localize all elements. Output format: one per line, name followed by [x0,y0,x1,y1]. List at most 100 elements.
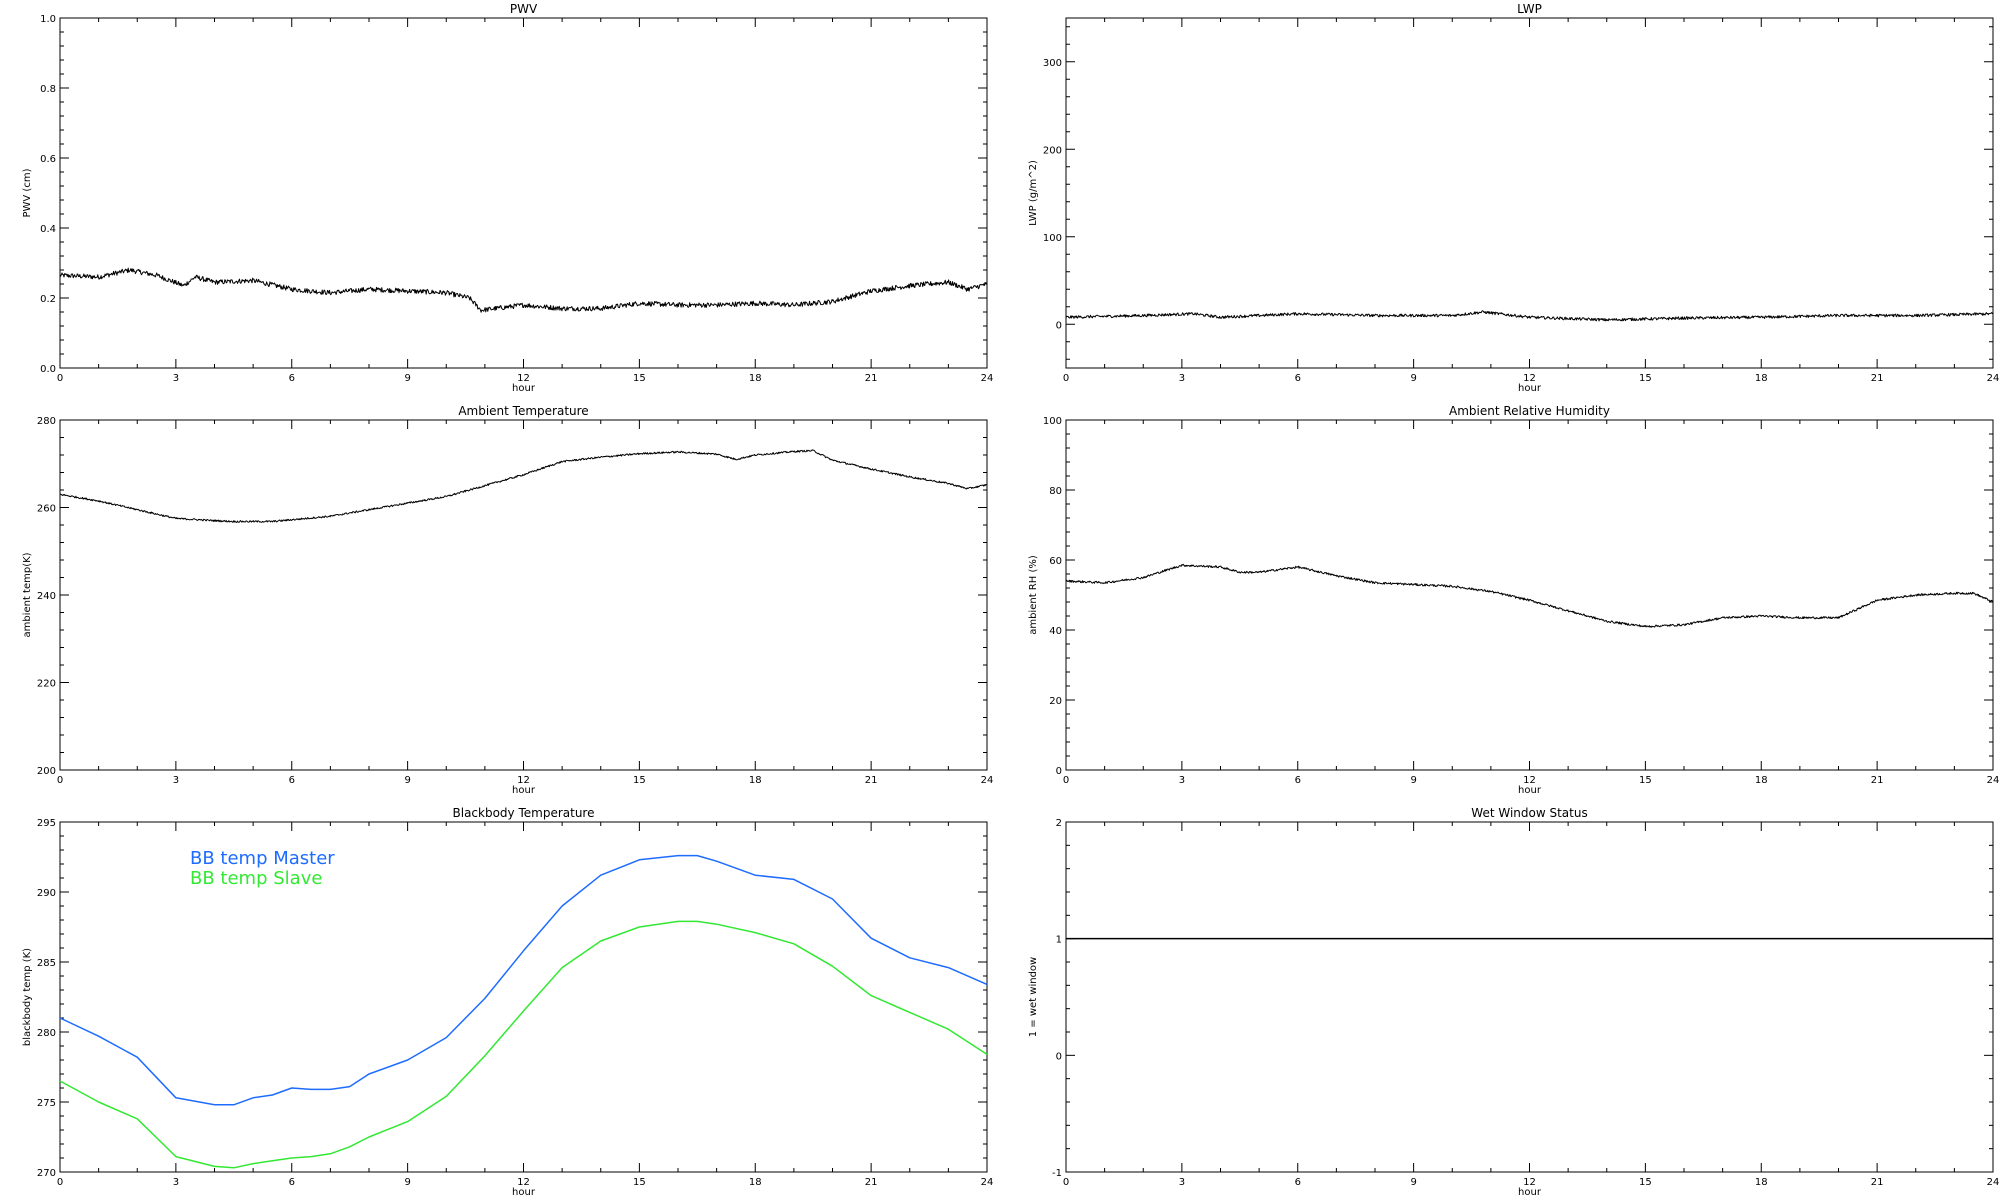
x-tick-label: 0 [57,373,63,384]
legend-entry-1: BB temp Master [190,848,335,869]
y-tick-label: 270 [37,1168,56,1179]
series-line-1 [59,854,988,1106]
x-tick-label: 3 [173,775,179,786]
y-tick-label: 0.6 [40,154,56,165]
series-line-1 [59,449,988,523]
x-tick-label: 9 [1410,775,1416,786]
x-tick-label: 6 [289,775,295,786]
plot-frame [1065,419,1994,771]
chart-panel-4: Ambient Relative Humidity 0 3 6 9 12 15 18 21 24 h… [1028,404,1999,796]
y-tick-label: 0.0 [40,364,56,375]
series-line-1 [1065,563,1994,628]
x-tick-label: 3 [1179,1177,1185,1188]
y-tick-label: 20 [1049,696,1062,707]
y-tick-label: 0.2 [40,294,56,305]
plot-frame [59,17,988,369]
plot-frame [59,419,988,771]
x-tick-label: 6 [1295,373,1301,384]
chart-panel-5: Blackbody Temperature 0 3 6 9 12 15 18 21 24 hour 2… [22,806,993,1198]
x-axis-label: hour [512,785,536,796]
y-tick-label: 220 [37,679,56,690]
y-tick-label: 0.8 [40,84,56,95]
chart-title: LWP [1517,2,1542,16]
series-line-2 [59,920,988,1169]
x-tick-label: 9 [1410,373,1416,384]
x-tick-label: 3 [173,373,179,384]
x-tick-label: 12 [517,775,530,786]
x-tick-label: 21 [865,1177,878,1188]
x-tick-label: 3 [173,1177,179,1188]
x-tick-label: 0 [1063,1177,1069,1188]
x-tick-label: 18 [749,775,762,786]
chart-title: Ambient Relative Humidity [1449,404,1610,418]
x-tick-label: 9 [1410,1177,1416,1188]
x-tick-label: 9 [404,775,410,786]
series-line-1 [1065,310,1994,322]
x-tick-label: 12 [517,373,530,384]
y-tick-label: 80 [1049,486,1062,497]
y-axis-label: 1 = wet window [1028,957,1039,1037]
x-tick-label: 0 [57,775,63,786]
y-tick-label: 295 [37,818,56,829]
y-tick-label: 200 [37,766,56,777]
x-tick-label: 12 [517,1177,530,1188]
x-tick-label: 12 [1523,373,1536,384]
series-line-1 [59,267,988,313]
x-tick-label: 15 [633,1177,646,1188]
y-tick-label: 275 [37,1098,56,1109]
x-tick-label: 0 [1063,373,1069,384]
x-tick-label: 21 [865,373,878,384]
x-tick-label: 6 [1295,1177,1301,1188]
x-tick-label: 15 [1639,775,1652,786]
y-tick-label: 0.4 [40,224,56,235]
chart-panel-1: PWV 0 3 6 9 12 15 18 21 24 hour 0.0 0.2 0.4 0.6 0.8 1.0 P… [22,2,993,394]
x-tick-label: 15 [1639,373,1652,384]
chart-title: PWV [510,2,538,16]
legend-entry-2: BB temp Slave [190,868,322,889]
y-tick-label: 0 [1056,1051,1062,1062]
y-tick-label: 260 [37,504,56,515]
y-tick-label: 300 [1043,58,1062,69]
x-tick-label: 24 [1987,1177,2000,1188]
x-tick-label: 15 [1639,1177,1652,1188]
y-axis-label: ambient temp(K) [22,552,33,637]
x-axis-label: hour [512,1187,536,1198]
x-tick-label: 6 [1295,775,1301,786]
x-axis-label: hour [1518,785,1542,796]
x-tick-label: 24 [981,1177,994,1188]
x-tick-label: 18 [1755,373,1768,384]
y-axis-label: blackbody temp (K) [22,948,33,1046]
x-tick-label: 18 [749,373,762,384]
y-tick-label: 290 [37,888,56,899]
chart-title: Blackbody Temperature [453,806,595,820]
x-tick-label: 21 [1871,373,1884,384]
y-tick-label: 280 [37,416,56,427]
y-axis-label: PWV (cm) [22,168,33,217]
x-tick-label: 15 [633,775,646,786]
x-tick-label: 21 [865,775,878,786]
y-tick-label: -1 [1052,1168,1062,1179]
x-tick-label: 18 [749,1177,762,1188]
x-tick-label: 21 [1871,775,1884,786]
x-tick-label: 21 [1871,1177,1884,1188]
y-tick-label: 1 [1056,935,1062,946]
x-axis-label: hour [1518,1187,1542,1198]
x-axis-label: hour [512,383,536,394]
x-tick-label: 24 [981,775,994,786]
plot-frame [1065,821,1994,1173]
y-axis-label: ambient RH (%) [1028,555,1039,635]
y-tick-label: 1.0 [40,14,56,25]
y-tick-label: 240 [37,591,56,602]
y-tick-label: 0 [1056,320,1062,331]
x-tick-label: 18 [1755,1177,1768,1188]
x-tick-label: 18 [1755,775,1768,786]
chart-title: Wet Window Status [1471,806,1587,820]
x-tick-label: 6 [289,1177,295,1188]
y-tick-label: 100 [1043,416,1062,427]
x-tick-label: 9 [404,1177,410,1188]
chart-panel-3: Ambient Temperature 0 3 6 9 12 15 18 21 24 hour 200… [22,404,993,796]
chart-panel-2: LWP 0 3 6 9 12 15 18 21 24 hour 0 100 200 300 LWP (g/m^… [1028,2,1999,394]
y-tick-label: 280 [37,1028,56,1039]
